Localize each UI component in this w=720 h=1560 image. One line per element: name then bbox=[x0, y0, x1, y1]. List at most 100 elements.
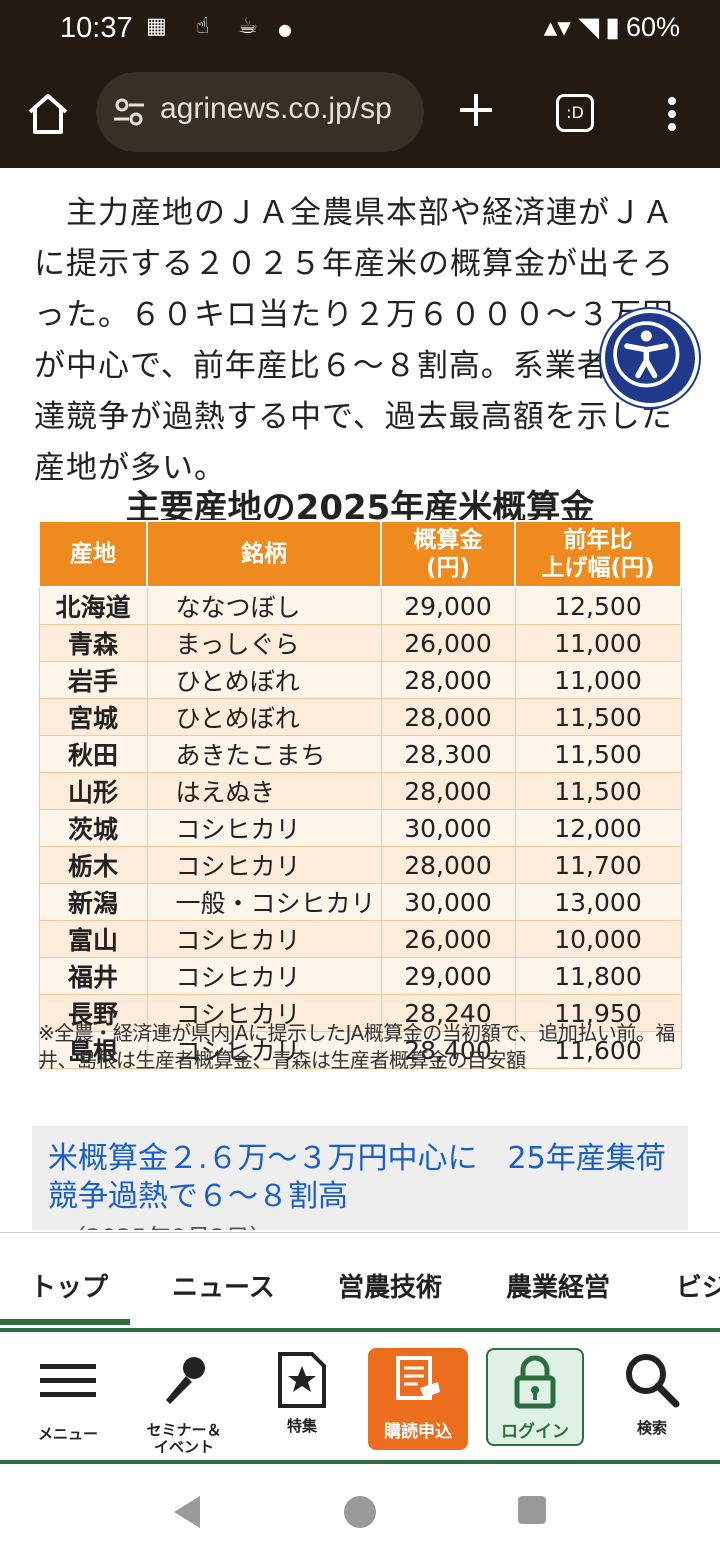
cell-increase: 11,000 bbox=[514, 624, 682, 662]
battery-level: 60% bbox=[625, 12, 680, 42]
search-button[interactable]: 検索 bbox=[602, 1346, 702, 1450]
cell-pref: 新潟 bbox=[38, 883, 148, 921]
table-note: ※全農・経済連が県内JAに提示したJA概算金の当初額で、追加払い前。福井、島根は… bbox=[38, 1021, 675, 1072]
cell-pref: 茨城 bbox=[38, 809, 148, 847]
feature-button[interactable]: 特集 bbox=[252, 1346, 352, 1450]
battery-icon: ▮ bbox=[605, 12, 620, 42]
cell-price: 28,000 bbox=[380, 661, 516, 699]
site-settings-icon[interactable] bbox=[114, 98, 144, 126]
feature-star-icon bbox=[278, 1352, 326, 1408]
cell-price: 28,000 bbox=[380, 846, 516, 884]
cell-pref: 栃木 bbox=[38, 846, 148, 884]
back-icon[interactable] bbox=[170, 1494, 206, 1530]
cell-brand: コシヒカリ bbox=[146, 957, 382, 995]
lock-icon bbox=[514, 1355, 556, 1409]
accessibility-icon[interactable] bbox=[601, 309, 699, 407]
cell-pref: 山形 bbox=[38, 772, 148, 810]
subscribe-label: 購読申込 bbox=[384, 1422, 452, 1442]
cell-brand: コシヒカリ bbox=[146, 1031, 382, 1069]
header-pref: 産地 bbox=[38, 520, 148, 588]
subscribe-document-icon bbox=[396, 1356, 440, 1400]
cell-increase: 12,500 bbox=[514, 586, 682, 625]
cell-price: 28,400 bbox=[380, 1031, 516, 1069]
cell-brand: ひとめぼれ bbox=[146, 661, 382, 699]
browser-top-bar: 10:37 ▦ ☝ ☕ ● ▴▾ ◥ ▮ 60% agrinews.co.jp/… bbox=[0, 0, 720, 168]
cell-brand: 一般・コシヒカリ bbox=[146, 883, 382, 921]
recents-icon[interactable] bbox=[516, 1494, 548, 1526]
cell-pref: 青森 bbox=[38, 624, 148, 662]
cell-price: 28,000 bbox=[380, 698, 516, 736]
status-bar: 10:37 ▦ ☝ ☕ ● ▴▾ ◥ ▮ 60% bbox=[0, 0, 720, 58]
table-row: 長野 コシヒカリ 28,240 11,950 bbox=[38, 994, 682, 1032]
overflow-menu-icon[interactable] bbox=[664, 94, 680, 134]
cell-price: 28,240 bbox=[380, 994, 516, 1032]
table-row: 島根 コシヒカリ 28,400 11,600 bbox=[38, 1031, 682, 1069]
feature-label: 特集 bbox=[286, 1417, 317, 1435]
tab-news[interactable]: ニュース bbox=[172, 1273, 275, 1303]
url-text[interactable]: agrinews.co.jp/sp bbox=[160, 92, 392, 125]
tab-switcher-button[interactable]: :D bbox=[556, 94, 594, 132]
cell-increase: 11,500 bbox=[514, 735, 682, 773]
tab-farming-tech[interactable]: 営農技術 bbox=[338, 1273, 443, 1303]
cell-brand: まっしぐら bbox=[146, 624, 382, 662]
table-row: 栃木 コシヒカリ 28,000 11,700 bbox=[38, 846, 682, 884]
tab-business[interactable]: ビジ bbox=[676, 1273, 720, 1303]
cell-brand: コシヒカリ bbox=[146, 846, 382, 884]
cell-brand: コシヒカリ bbox=[146, 994, 382, 1032]
cell-increase: 12,000 bbox=[514, 809, 682, 847]
table-row: 山形 はえぬき 28,000 11,500 bbox=[38, 772, 682, 810]
cell-pref: 宮城 bbox=[38, 698, 148, 736]
table-row: 秋田 あきたこまち 28,300 11,500 bbox=[38, 735, 682, 773]
cell-brand: コシヒカリ bbox=[146, 809, 382, 847]
notification-thumb-icon: ☝ bbox=[196, 14, 210, 39]
cell-increase: 10,000 bbox=[514, 920, 682, 958]
related-article-card[interactable]: 米概算金２.６万～３万円中心に 25年産集荷競争過熱で６～８割高 （2025年9… bbox=[32, 1126, 688, 1230]
cell-increase: 11,950 bbox=[514, 994, 682, 1032]
table-row: 宮城 ひとめぼれ 28,000 11,500 bbox=[38, 698, 682, 736]
microphone-icon bbox=[166, 1357, 205, 1404]
related-article-date: （2025年9月2日） bbox=[62, 1218, 274, 1230]
status-right: ▴▾ ◥ ▮ 60% bbox=[544, 12, 680, 43]
notification-cup-icon: ☕ bbox=[238, 14, 258, 39]
subscribe-button[interactable]: 購読申込 bbox=[368, 1348, 468, 1450]
home-circle-icon[interactable] bbox=[342, 1494, 378, 1530]
header-increase: 前年比 上げ幅(円) bbox=[514, 520, 682, 588]
page-content: 主力産地のＪＡ全農県本部や経済連がＪＡに提示する２０２５年産米の概算金が出そろっ… bbox=[0, 168, 720, 1230]
cell-brand: はえぬき bbox=[146, 772, 382, 810]
cell-pref: 岩手 bbox=[38, 661, 148, 699]
hamburger-icon bbox=[40, 1364, 96, 1397]
related-article-link[interactable]: 米概算金２.６万～３万円中心に 25年産集荷競争過熱で６～８割高 bbox=[48, 1141, 666, 1214]
divider-bottom bbox=[0, 1460, 720, 1464]
home-icon[interactable] bbox=[24, 90, 72, 138]
system-nav-bar bbox=[0, 1464, 720, 1560]
cell-price: 29,000 bbox=[380, 957, 516, 995]
cell-pref: 北海道 bbox=[38, 586, 148, 625]
cell-price: 30,000 bbox=[380, 883, 516, 921]
menu-label: メニュー bbox=[37, 1425, 98, 1443]
seminar-button[interactable]: セミナー＆ イベント bbox=[134, 1346, 234, 1456]
new-tab-icon[interactable] bbox=[456, 90, 496, 130]
article-body: 主力産地のＪＡ全農県本部や経済連がＪＡに提示する２０２５年産米の概算金が出そろっ… bbox=[34, 195, 674, 486]
cell-pref: 島根 bbox=[38, 1031, 148, 1069]
table-row: 新潟 一般・コシヒカリ 30,000 13,000 bbox=[38, 883, 682, 921]
cell-increase: 11,000 bbox=[514, 661, 682, 699]
header-price: 概算金 (円) bbox=[380, 520, 516, 588]
cell-brand: コシヒカリ bbox=[146, 920, 382, 958]
table-row: 富山 コシヒカリ 26,000 10,000 bbox=[38, 920, 682, 958]
cell-brand: あきたこまち bbox=[146, 735, 382, 773]
cell-pref: 秋田 bbox=[38, 735, 148, 773]
cell-price: 28,300 bbox=[380, 735, 516, 773]
login-label: ログイン bbox=[501, 1422, 569, 1442]
login-button[interactable]: ログイン bbox=[486, 1348, 584, 1446]
url-bar[interactable]: agrinews.co.jp/sp bbox=[96, 72, 424, 152]
tab-farm-management[interactable]: 農業経営 bbox=[506, 1273, 611, 1303]
rice-price-table: 産地 銘柄 概算金 (円) 前年比 上げ幅(円) 北海道 ななつぼし 29,000 1… bbox=[38, 520, 682, 1069]
menu-button[interactable]: メニュー bbox=[18, 1346, 118, 1450]
active-tab-indicator bbox=[0, 1319, 130, 1325]
tab-top[interactable]: トップ bbox=[30, 1273, 109, 1303]
cell-pref: 富山 bbox=[38, 920, 148, 958]
notification-app-icon: ▦ bbox=[146, 14, 167, 39]
category-tabs: トップ ニュース 営農技術 農業経営 ビジ bbox=[0, 1232, 720, 1328]
header-brand: 銘柄 bbox=[146, 520, 382, 588]
cell-increase: 11,500 bbox=[514, 698, 682, 736]
